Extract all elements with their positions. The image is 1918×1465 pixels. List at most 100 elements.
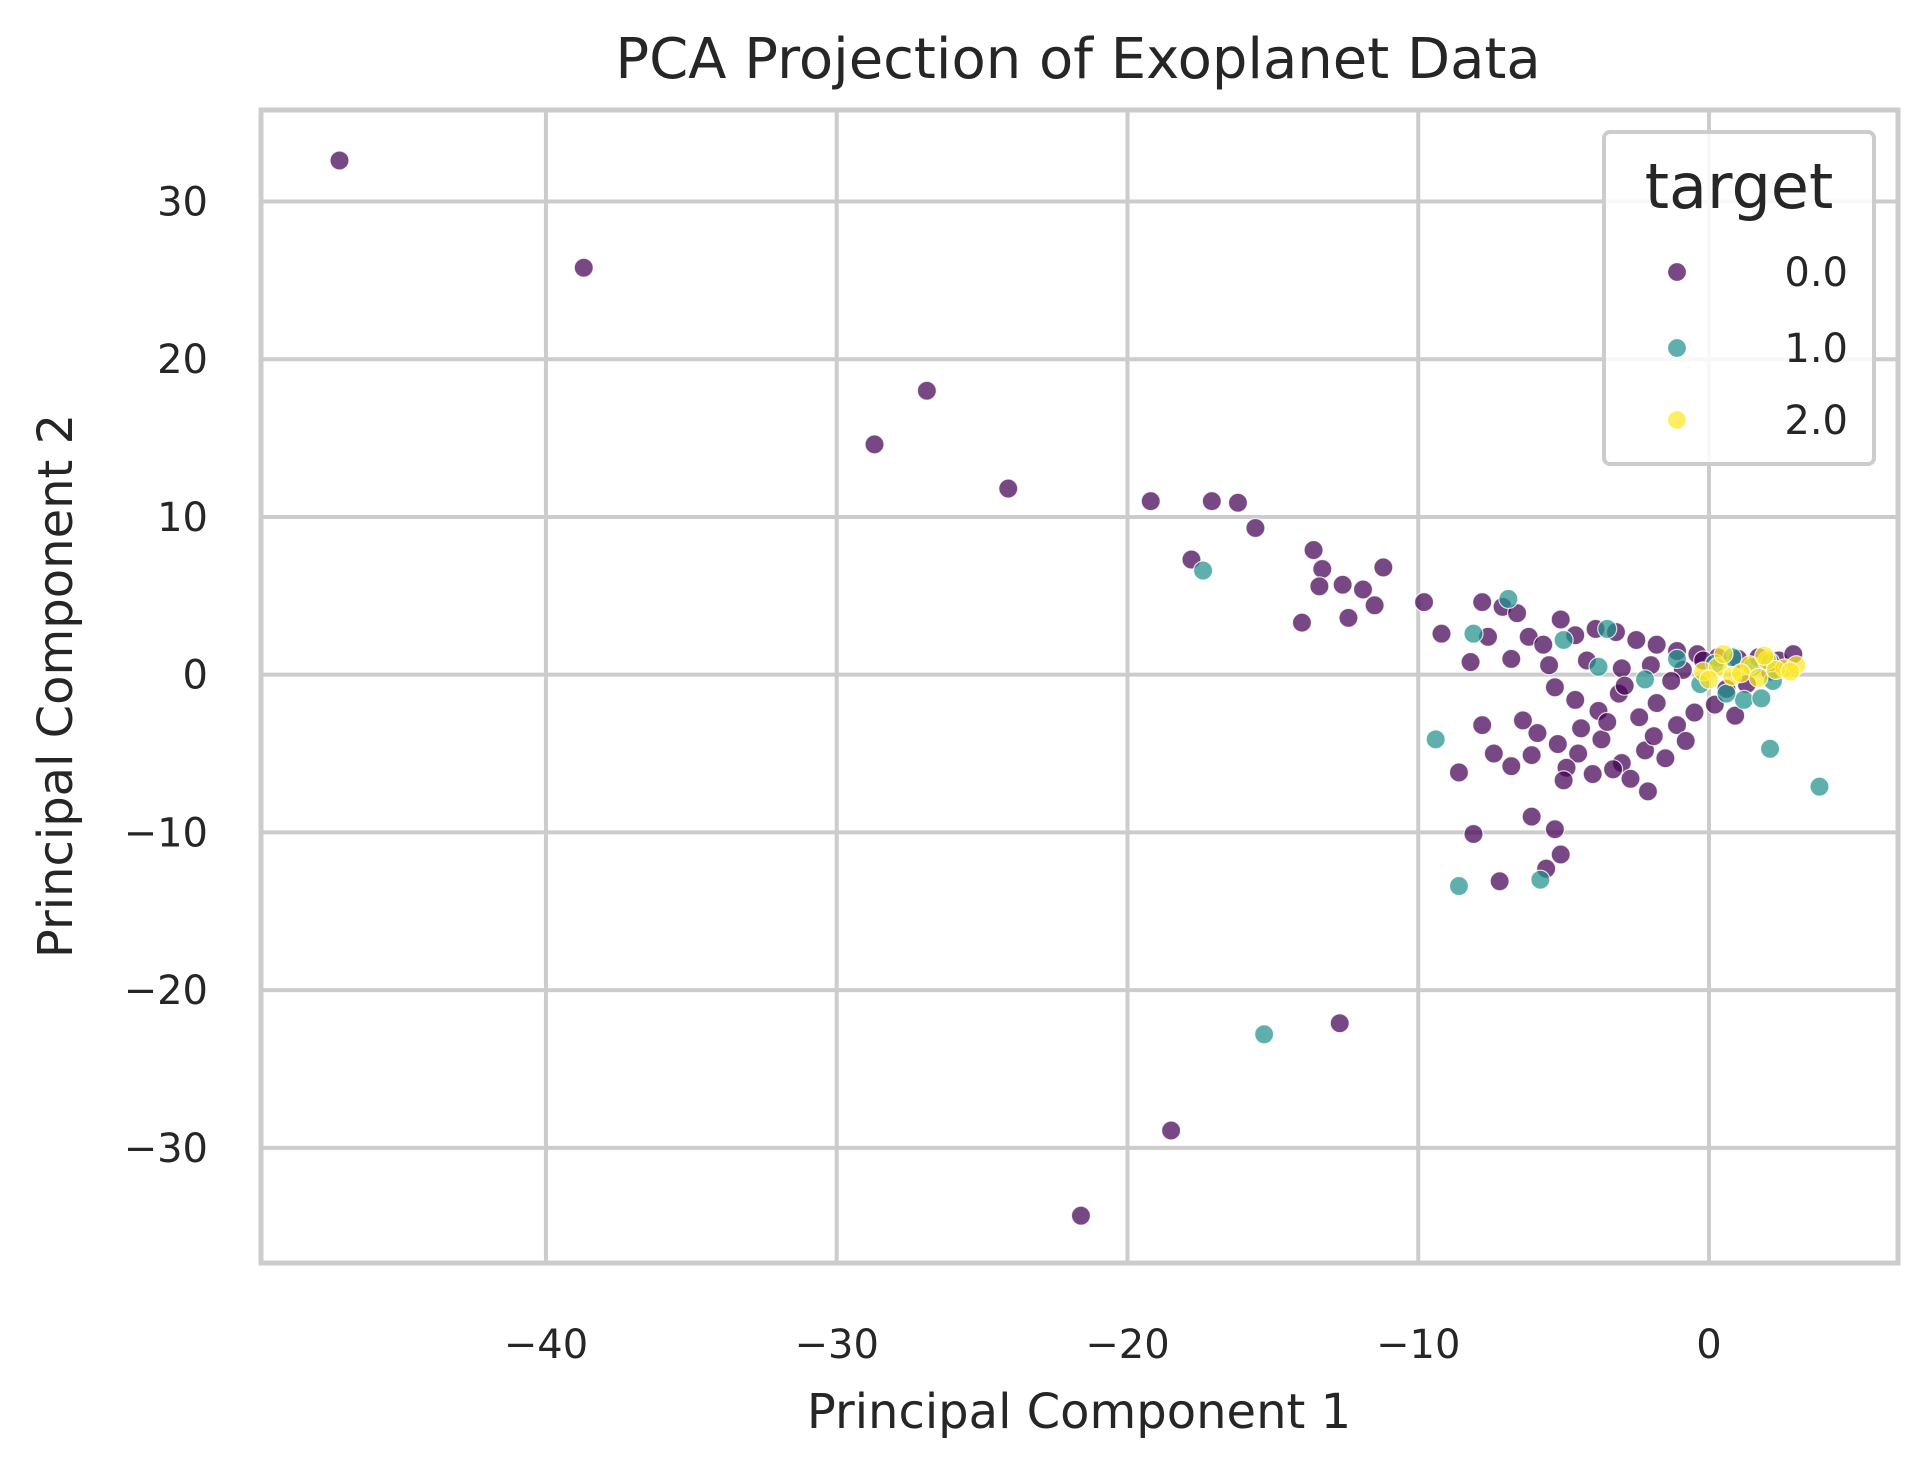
data-point-series-0 bbox=[1538, 655, 1560, 676]
data-point-series-1 bbox=[1634, 669, 1656, 690]
data-point-series-1 bbox=[1759, 738, 1781, 759]
data-point-series-0 bbox=[1070, 1205, 1092, 1226]
y-tick-label: 10 bbox=[157, 495, 208, 541]
data-point-series-0 bbox=[1373, 557, 1394, 578]
data-point-series-0 bbox=[1614, 675, 1635, 696]
data-point-series-0 bbox=[916, 380, 937, 401]
y-tick-label: 30 bbox=[157, 179, 208, 225]
data-point-series-0 bbox=[1309, 576, 1330, 597]
data-point-series-0 bbox=[1364, 595, 1385, 616]
legend-label: 1.0 bbox=[1784, 326, 1848, 372]
data-point-series-0 bbox=[1544, 677, 1565, 698]
data-point-series-1 bbox=[1448, 875, 1470, 897]
data-point-series-0 bbox=[1570, 718, 1592, 739]
x-tick-label: −10 bbox=[1376, 1322, 1460, 1368]
data-point-series-0 bbox=[1582, 763, 1603, 785]
data-point-series-1 bbox=[1597, 618, 1618, 640]
data-point-series-0 bbox=[1643, 726, 1664, 747]
data-point-series-1 bbox=[1751, 688, 1772, 709]
legend-marker bbox=[1666, 261, 1688, 283]
data-point-series-0 bbox=[1725, 705, 1746, 726]
data-point-series-0 bbox=[1521, 806, 1542, 827]
legend: target 0.0 1.0 2.0 bbox=[1602, 130, 1876, 466]
legend-marker bbox=[1666, 337, 1688, 359]
data-point-series-0 bbox=[1550, 844, 1571, 865]
data-point-series-0 bbox=[1527, 722, 1548, 744]
data-point-series-2 bbox=[1748, 667, 1769, 688]
data-point-series-1 bbox=[1254, 1024, 1275, 1045]
data-point-series-1 bbox=[1733, 689, 1754, 711]
data-point-series-0 bbox=[573, 257, 594, 278]
data-point-series-2 bbox=[1698, 669, 1720, 690]
data-point-series-0 bbox=[1329, 1013, 1350, 1034]
data-point-series-0 bbox=[1512, 710, 1534, 731]
data-point-series-0 bbox=[1553, 770, 1574, 791]
data-point-series-0 bbox=[1602, 759, 1624, 780]
data-point-series-0 bbox=[1431, 623, 1452, 644]
data-point-series-0 bbox=[1666, 715, 1688, 736]
data-point-series-0 bbox=[1245, 517, 1266, 539]
data-point-series-0 bbox=[1489, 871, 1510, 892]
data-point-series-0 bbox=[1684, 702, 1705, 723]
data-point-series-0 bbox=[1544, 819, 1565, 840]
legend-marker bbox=[1666, 409, 1688, 431]
data-point-series-1 bbox=[1498, 588, 1519, 610]
data-point-series-0 bbox=[1591, 729, 1612, 750]
data-point-series-1 bbox=[1553, 629, 1574, 651]
data-point-series-0 bbox=[1565, 689, 1586, 711]
y-tick-label: −20 bbox=[124, 968, 208, 1014]
data-point-series-0 bbox=[1620, 768, 1641, 789]
data-point-series-0 bbox=[1472, 715, 1493, 736]
data-point-series-0 bbox=[1611, 658, 1632, 679]
data-point-series-0 bbox=[1629, 707, 1650, 728]
data-point-series-0 bbox=[1533, 634, 1554, 655]
data-point-series-0 bbox=[1637, 781, 1659, 802]
data-point-series-1 bbox=[1809, 776, 1830, 797]
y-tick-label: −30 bbox=[124, 1126, 208, 1172]
chart-title: PCA Projection of Exoplanet Data bbox=[615, 27, 1540, 92]
data-point-series-0 bbox=[1448, 762, 1470, 783]
y-tick-label: 0 bbox=[183, 653, 208, 699]
data-point-series-0 bbox=[1521, 745, 1542, 766]
data-point-series-0 bbox=[1472, 592, 1493, 613]
x-tick-labels: −40 −30 −20 −10 0 bbox=[504, 1322, 1722, 1368]
legend-label: 2.0 bbox=[1784, 398, 1848, 444]
data-point-series-0 bbox=[1550, 609, 1571, 630]
x-tick-label: −30 bbox=[795, 1322, 879, 1368]
data-point-series-1 bbox=[1463, 623, 1484, 644]
data-point-series-0 bbox=[1568, 743, 1589, 764]
data-point-series-0 bbox=[1646, 634, 1667, 655]
data-point-series-2 bbox=[1713, 644, 1734, 665]
data-point-series-2 bbox=[1780, 661, 1801, 682]
data-point-series-0 bbox=[1291, 612, 1313, 633]
x-tick-label: −20 bbox=[1085, 1322, 1169, 1368]
data-point-series-0 bbox=[1547, 733, 1568, 755]
data-point-series-1 bbox=[1716, 683, 1737, 704]
data-point-series-0 bbox=[1655, 748, 1676, 769]
data-point-series-0 bbox=[329, 150, 350, 171]
data-point-series-0 bbox=[864, 434, 885, 455]
data-point-series-0 bbox=[1227, 492, 1249, 513]
x-axis-title: Principal Component 1 bbox=[807, 1384, 1351, 1440]
legend-label: 0.0 bbox=[1784, 250, 1848, 296]
legend-title: target bbox=[1645, 150, 1834, 223]
y-tick-label: −10 bbox=[124, 810, 208, 856]
y-tick-labels: −30 −20 −10 0 10 20 30 bbox=[124, 179, 208, 1171]
data-point-series-0 bbox=[1201, 491, 1222, 512]
x-tick-label: −40 bbox=[504, 1322, 588, 1368]
data-point-series-2 bbox=[1754, 645, 1775, 666]
data-point-series-0 bbox=[1501, 648, 1522, 669]
y-axis-title: Principal Component 2 bbox=[28, 414, 84, 958]
scatter-points bbox=[329, 150, 1830, 1226]
data-point-series-0 bbox=[1312, 558, 1333, 580]
data-point-series-0 bbox=[1338, 607, 1359, 628]
data-point-series-0 bbox=[1160, 1120, 1182, 1141]
legend-entries: 0.0 1.0 2.0 bbox=[1666, 250, 1848, 444]
y-tick-label: 20 bbox=[157, 337, 208, 383]
data-point-series-0 bbox=[1352, 579, 1374, 600]
legend-box bbox=[1602, 130, 1876, 466]
data-point-series-0 bbox=[1413, 592, 1435, 613]
plot-frame bbox=[258, 107, 1901, 1266]
data-point-series-1 bbox=[1530, 869, 1551, 890]
